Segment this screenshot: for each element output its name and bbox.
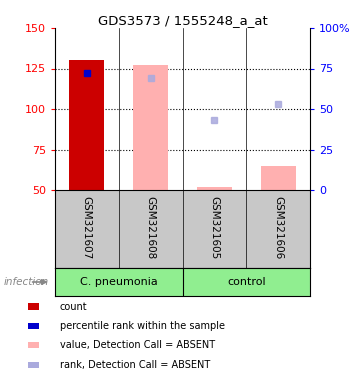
Bar (197, 187, 232, 190)
Text: infection: infection (4, 277, 49, 287)
Text: value, Detection Call = ABSENT: value, Detection Call = ABSENT (60, 340, 215, 350)
Title: GDS3573 / 1555248_a_at: GDS3573 / 1555248_a_at (98, 14, 267, 27)
Text: control: control (227, 277, 266, 287)
Bar (28, 323, 39, 329)
Text: GSM321607: GSM321607 (82, 196, 92, 260)
Text: GSM321608: GSM321608 (146, 196, 156, 260)
Text: GSM321606: GSM321606 (273, 196, 283, 260)
Text: percentile rank within the sample: percentile rank within the sample (60, 321, 224, 331)
Text: rank, Detection Call = ABSENT: rank, Detection Call = ABSENT (60, 360, 210, 370)
Text: C. pneumonia: C. pneumonia (80, 277, 158, 287)
Bar (261, 166, 296, 190)
Bar (28, 342, 39, 348)
Bar (133, 65, 168, 190)
Text: GSM321605: GSM321605 (209, 196, 219, 260)
Bar (28, 362, 39, 368)
Text: count: count (60, 301, 87, 311)
Bar (69, 60, 104, 190)
Bar (28, 303, 39, 310)
